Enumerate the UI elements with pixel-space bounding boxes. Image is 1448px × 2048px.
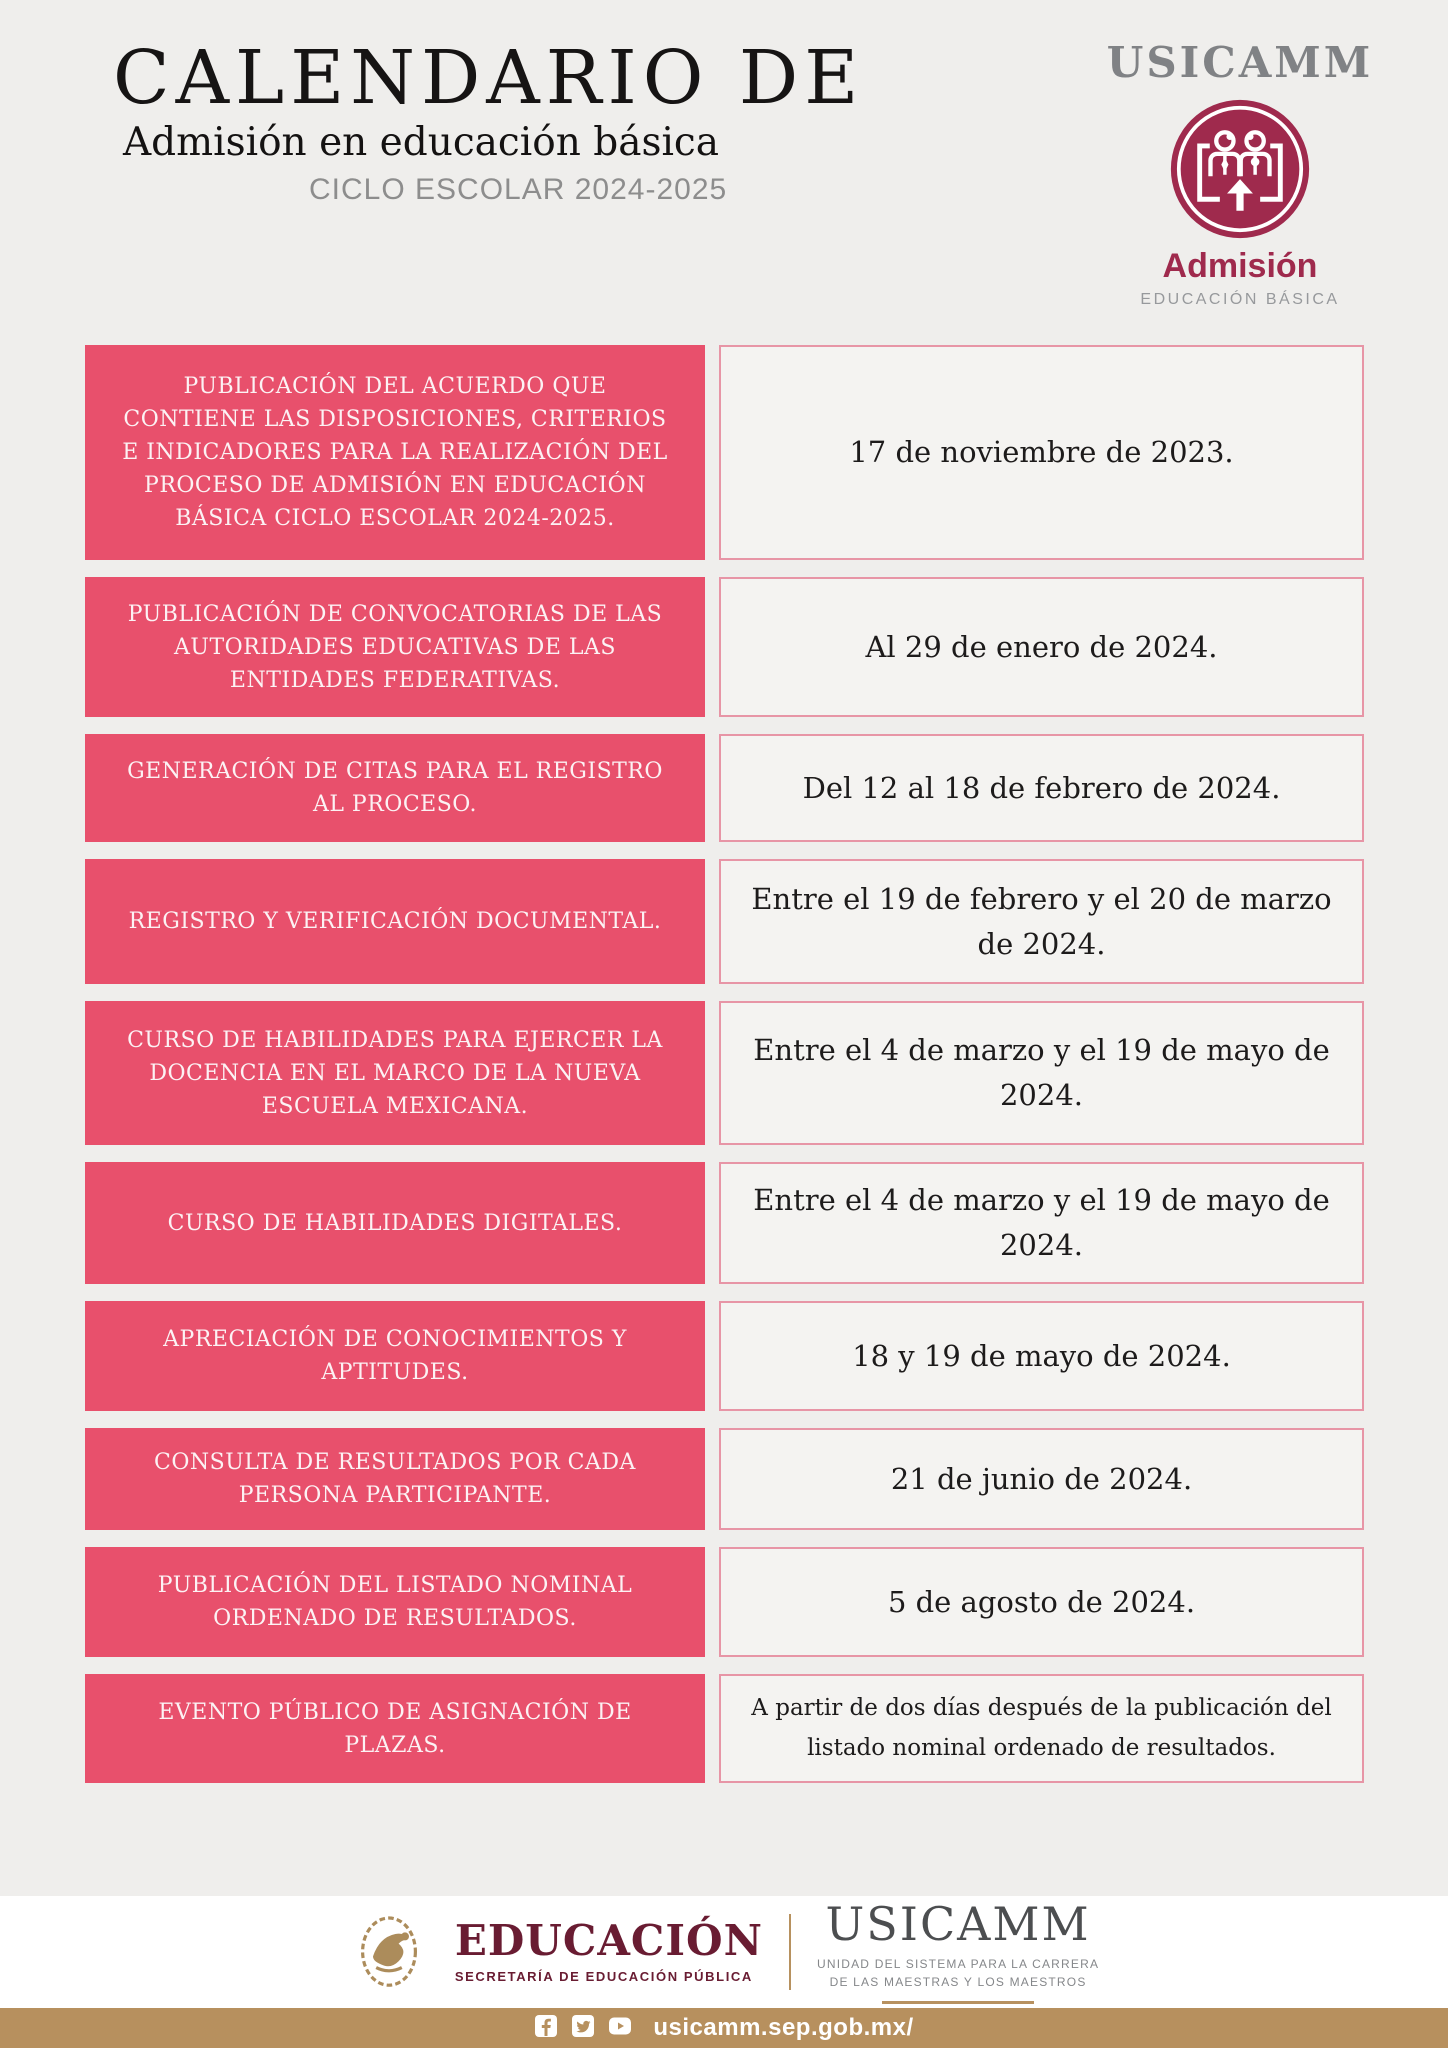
date-cell: 18 y 19 de mayo de 2024. (719, 1301, 1364, 1411)
date-cell: 21 de junio de 2024. (719, 1428, 1364, 1530)
footer-divider (788, 1914, 791, 1990)
footer-link-bar: usicamm.sep.gob.mx/ (0, 2008, 1448, 2048)
page-title: CALENDARIO DE (113, 35, 865, 121)
badge-title: Admisión (1162, 247, 1318, 285)
table-row: EVENTO PÚBLICO DE ASIGNACIÓN DE PLAZAS. A… (85, 1674, 1364, 1783)
twitter-icon (571, 2014, 595, 2043)
admission-badge-icon (1098, 97, 1382, 245)
table-row: PUBLICACIÓN DEL LISTADO NOMINAL ORDENADO… (85, 1547, 1364, 1657)
social-icons (534, 2014, 632, 2043)
table-row: REGISTRO Y VERIFICACIÓN DOCUMENTAL. Entre… (85, 859, 1364, 984)
date-cell: Entre el 4 de marzo y el 19 de mayo de 2… (719, 1162, 1364, 1284)
table-row: CURSO DE HABILIDADES PARA EJERCER LA DOC… (85, 1001, 1364, 1145)
date-cell: Al 29 de enero de 2024. (719, 577, 1364, 717)
activity-cell: PUBLICACIÓN DEL ACUERDO QUE CONTIENE LAS… (85, 345, 705, 560)
school-cycle-label: CICLO ESCOLAR 2024-2025 (309, 172, 728, 206)
footer-url: usicamm.sep.gob.mx/ (653, 2014, 914, 2041)
table-row: PUBLICACIÓN DEL ACUERDO QUE CONTIENE LAS… (85, 345, 1364, 560)
sep-wordmark: EDUCACIÓN (454, 1916, 763, 1965)
activity-cell: PUBLICACIÓN DEL LISTADO NOMINAL ORDENADO… (85, 1547, 705, 1657)
footer-usicamm-sublabel: UNIDAD DEL SISTEMA PARA LA CARRERA DE LA… (816, 1956, 1100, 1989)
date-cell: Entre el 19 de febrero y el 20 de marzo … (719, 859, 1364, 984)
table-row: CURSO DE HABILIDADES DIGITALES. Entre el … (85, 1162, 1364, 1284)
footer-usicamm-block: USICAMM UNIDAD DEL SISTEMA PARA LA CARRE… (817, 1901, 1099, 2004)
page-subtitle: Admisión en educación básica (123, 119, 720, 165)
date-cell: Entre el 4 de marzo y el 19 de mayo de 2… (719, 1001, 1364, 1145)
youtube-icon (608, 2014, 632, 2043)
usicamm-wordmark: USICAMM (1106, 38, 1374, 87)
usicamm-logo-block: USICAMM Admisión EDUCACIÓN BÁSICA (1098, 38, 1382, 309)
activity-cell: EVENTO PÚBLICO DE ASIGNACIÓN DE PLAZAS. (85, 1674, 705, 1783)
activity-cell: CONSULTA DE RESULTADOS POR CADA PERSONA … (85, 1428, 705, 1530)
activity-cell: PUBLICACIÓN DE CONVOCATORIAS DE LAS AUTO… (85, 577, 705, 717)
schedule-table: PUBLICACIÓN DEL ACUERDO QUE CONTIENE LAS… (85, 345, 1364, 1783)
table-row: GENERACIÓN DE CITAS PARA EL REGISTRO AL … (85, 734, 1364, 842)
footer-usicamm-wordmark: USICAMM (825, 1896, 1091, 1951)
header-title-block: CALENDARIO DE Admisión en educación bási… (113, 35, 865, 207)
facebook-icon (534, 2014, 558, 2043)
badge-subtitle: EDUCACIÓN BÁSICA (1140, 291, 1340, 308)
gold-underline (882, 2000, 1035, 2004)
activity-cell: GENERACIÓN DE CITAS PARA EL REGISTRO AL … (85, 734, 705, 842)
activity-cell: APRECIACIÓN DE CONOCIMIENTOS Y APTITUDES… (85, 1301, 705, 1411)
activity-cell: REGISTRO Y VERIFICACIÓN DOCUMENTAL. (85, 859, 705, 984)
activity-cell: CURSO DE HABILIDADES PARA EJERCER LA DOC… (85, 1001, 705, 1145)
table-row: PUBLICACIÓN DE CONVOCATORIAS DE LAS AUTO… (85, 577, 1364, 717)
sep-eagle-emblem-icon (349, 1909, 429, 1995)
sep-sublabel: SECRETARÍA DE EDUCACIÓN PÚBLICA (454, 1969, 753, 1984)
table-row: APRECIACIÓN DE CONOCIMIENTOS Y APTITUDES… (85, 1301, 1364, 1411)
date-cell: 5 de agosto de 2024. (719, 1547, 1364, 1657)
activity-cell: CURSO DE HABILIDADES DIGITALES. (85, 1162, 705, 1284)
footer-institution-band: EDUCACIÓN SECRETARÍA DE EDUCACIÓN PÚBLIC… (0, 1896, 1448, 2008)
date-cell: A partir de dos días después de la publi… (719, 1674, 1364, 1783)
date-cell: 17 de noviembre de 2023. (719, 345, 1364, 560)
table-row: CONSULTA DE RESULTADOS POR CADA PERSONA … (85, 1428, 1364, 1530)
sep-logo-block: EDUCACIÓN SECRETARÍA DE EDUCACIÓN PÚBLIC… (454, 1916, 763, 1985)
date-cell: Del 12 al 18 de febrero de 2024. (719, 734, 1364, 842)
